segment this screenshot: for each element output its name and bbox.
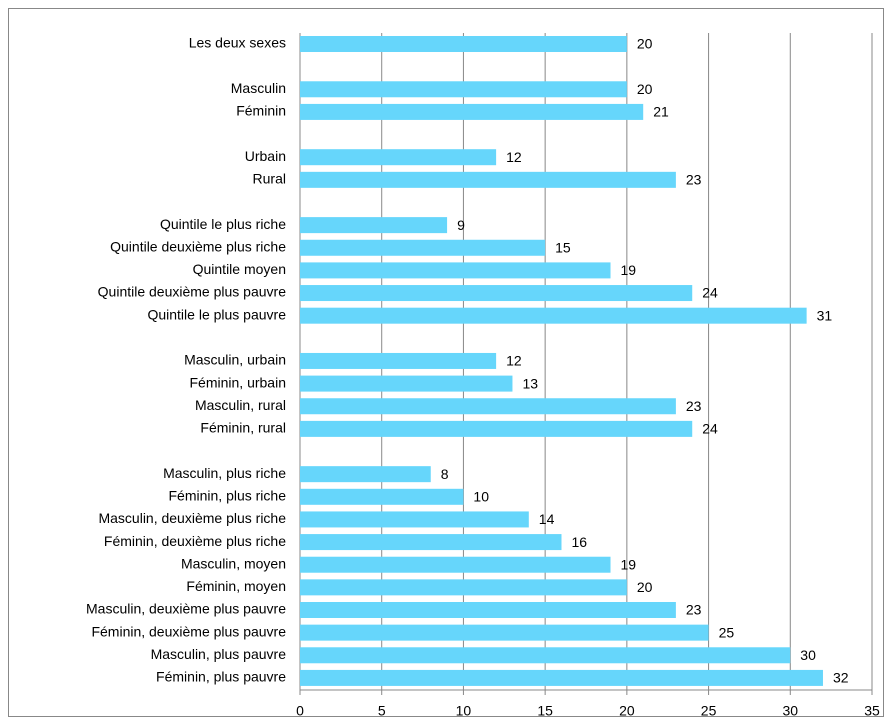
bar: [300, 307, 807, 324]
bar: [300, 556, 611, 573]
value-label: 12: [506, 353, 522, 369]
bar: [300, 217, 448, 234]
bar: [300, 285, 693, 302]
bar: [300, 534, 562, 551]
x-tick-label: 30: [782, 703, 798, 719]
y-tick-label: Féminin: [236, 103, 286, 119]
y-tick-label: Rural: [253, 171, 286, 187]
y-tick-label: Masculin, deuxième plus riche: [98, 510, 286, 526]
y-tick-label: Féminin, urbain: [190, 374, 287, 390]
value-label: 20: [637, 579, 653, 595]
value-label: 19: [621, 556, 637, 572]
y-tick-label: Quintile moyen: [193, 261, 286, 277]
bar: [300, 36, 627, 52]
bar: [300, 466, 431, 483]
value-label: 24: [702, 285, 718, 301]
value-label: 20: [637, 81, 653, 97]
value-label: 15: [555, 239, 571, 255]
bar: [300, 398, 676, 415]
y-tick-label: Féminin, plus riche: [169, 488, 287, 504]
bar: [300, 239, 546, 256]
value-label: 9: [457, 217, 465, 233]
bar: [300, 579, 627, 596]
y-tick-label: Masculin, plus pauvre: [151, 646, 287, 662]
bar: [300, 669, 823, 686]
value-label: 12: [506, 149, 522, 165]
value-label: 23: [686, 602, 702, 618]
value-label: 30: [800, 647, 816, 663]
y-tick-label: Les deux sexes: [189, 35, 286, 51]
bar: [300, 149, 497, 166]
y-tick-label: Masculin, plus riche: [163, 465, 286, 481]
y-tick-label: Féminin, moyen: [186, 578, 286, 594]
value-label: 31: [817, 307, 833, 323]
bar: [300, 624, 709, 641]
x-tick-label: 25: [701, 703, 717, 719]
value-label: 32: [833, 670, 849, 686]
y-tick-label: Masculin: [231, 80, 286, 96]
value-label: 23: [686, 398, 702, 414]
value-label: 13: [522, 375, 538, 391]
bar: [300, 81, 627, 98]
bar: [300, 103, 644, 120]
x-tick-label: 10: [456, 703, 472, 719]
y-tick-label: Quintile le plus pauvre: [147, 306, 286, 322]
value-label: 16: [571, 534, 587, 550]
x-tick-label: 20: [619, 703, 635, 719]
bar: [300, 375, 513, 392]
y-tick-label: Masculin, urbain: [184, 352, 286, 368]
y-tick-label: Quintile deuxième plus pauvre: [98, 284, 287, 300]
bar: [300, 602, 676, 618]
value-label: 23: [686, 172, 702, 188]
bar: [300, 647, 791, 664]
y-tick-label: Masculin, rural: [195, 397, 286, 413]
value-label: 20: [637, 36, 653, 52]
bar: [300, 352, 497, 369]
x-tick-label: 15: [537, 703, 553, 719]
bar: [300, 420, 693, 437]
x-tick-label: 0: [296, 703, 304, 719]
y-tick-label: Quintile le plus riche: [160, 216, 286, 232]
x-tick-label: 5: [378, 703, 386, 719]
x-tick-label: 35: [864, 703, 880, 719]
y-tick-label: Masculin, deuxième plus pauvre: [86, 601, 286, 617]
value-label: 21: [653, 104, 669, 120]
bar: [300, 171, 676, 188]
value-label: 19: [621, 262, 637, 278]
y-tick-label: Urbain: [245, 148, 286, 164]
y-tick-label: Féminin, plus pauvre: [156, 669, 286, 685]
chart-border: [8, 8, 884, 717]
value-label: 10: [473, 489, 489, 505]
y-tick-label: Masculin, moyen: [181, 555, 286, 571]
bar: [300, 488, 464, 505]
value-label: 25: [719, 624, 735, 640]
value-label: 24: [702, 421, 718, 437]
bar: [300, 262, 611, 279]
bar: [300, 511, 529, 528]
y-tick-label: Féminin, deuxième plus riche: [104, 533, 286, 549]
y-tick-label: Féminin, rural: [200, 420, 286, 436]
value-label: 14: [539, 511, 555, 527]
y-tick-label: Quintile deuxième plus riche: [110, 238, 286, 254]
value-label: 8: [441, 466, 449, 482]
y-tick-label: Féminin, deuxième plus pauvre: [91, 623, 286, 639]
